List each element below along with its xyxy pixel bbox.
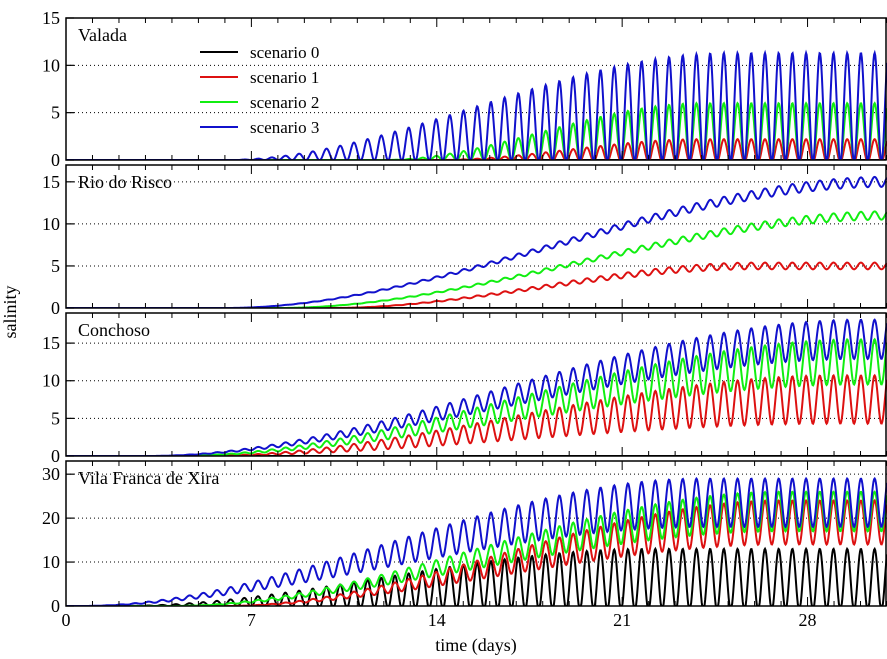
y-axis-title: salinity (0, 286, 20, 339)
legend-label-scenario-3: scenario 3 (250, 118, 319, 137)
x-tick-label-21: 21 (613, 610, 631, 630)
x-tick-label-7: 7 (247, 610, 256, 630)
panel-label-conchoso: Conchoso (78, 320, 150, 340)
y-tick-label-valada-15: 15 (42, 8, 60, 28)
series-group-rio-do-risco (66, 175, 887, 308)
series-rio-do-risco-scenario-3 (66, 175, 887, 308)
legend-label-scenario-0: scenario 0 (250, 43, 319, 62)
y-tick-label-vila-franca-de-xira-20: 20 (42, 508, 60, 528)
y-tick-label-valada-10: 10 (42, 55, 60, 75)
y-tick-label-conchoso-0: 0 (51, 446, 60, 466)
series-valada-scenario-2 (66, 101, 887, 160)
y-tick-label-valada-5: 5 (51, 103, 60, 123)
series-group-vila-franca-de-xira (66, 476, 887, 606)
panel-frame-rio-do-risco (65, 164, 887, 309)
chart-panels: 0 5 10 15 Valada 0 5 10 15 Rio do Risco 0 5 10 15 Conc… (42, 8, 887, 630)
x-tick-label-0: 0 (62, 610, 71, 630)
legend-label-scenario-2: scenario 2 (250, 93, 319, 112)
x-tick-label-28: 28 (799, 610, 817, 630)
y-tick-label-vila-franca-de-xira-10: 10 (42, 552, 60, 572)
series-valada-scenario-3 (66, 49, 887, 160)
y-tick-label-conchoso-5: 5 (51, 408, 60, 428)
panel-rio-do-risco: 0 5 10 15 Rio do Risco (42, 164, 887, 318)
legend-label-scenario-1: scenario 1 (250, 68, 319, 87)
y-tick-label-conchoso-10: 10 (42, 371, 60, 391)
y-tick-label-rio-do-risco-15: 15 (42, 172, 60, 192)
series-conchoso-scenario-1 (66, 373, 887, 456)
x-axis-title: time (days) (435, 635, 516, 656)
panel-frame-valada (65, 17, 887, 161)
panel-valada: 0 5 10 15 Valada (42, 8, 887, 170)
series-valada-scenario-1 (66, 137, 887, 160)
y-tick-label-rio-do-risco-0: 0 (51, 298, 60, 318)
y-tick-label-rio-do-risco-10: 10 (42, 214, 60, 234)
panel-conchoso: 0 5 10 15 Conchoso (42, 312, 887, 466)
series-conchoso-scenario-3 (66, 318, 887, 456)
panel-frame-vila-franca-de-xira (65, 460, 887, 607)
panel-label-vila-franca-de-xira: Vila Franca de Xira (78, 468, 219, 488)
legend: scenario 0 scenario 1 scenario 2 scenari… (200, 43, 319, 137)
panel-label-rio-do-risco: Rio do Risco (78, 172, 172, 192)
y-tick-label-vila-franca-de-xira-0: 0 (51, 596, 60, 616)
series-vila-franca-de-xira-scenario-2 (66, 490, 887, 606)
panel-vila-franca-de-xira: 0 10 20 30 Vila Franca de Xira (42, 460, 887, 616)
panel-frame-conchoso (65, 312, 887, 457)
y-tick-label-valada-0: 0 (51, 150, 60, 170)
series-rio-do-risco-scenario-2 (66, 210, 887, 308)
x-tick-label-14: 14 (428, 610, 446, 630)
series-group-valada (66, 49, 887, 160)
y-tick-label-vila-franca-de-xira-30: 30 (42, 464, 60, 484)
series-group-conchoso (66, 318, 887, 456)
y-tick-label-conchoso-15: 15 (42, 333, 60, 353)
series-vila-franca-de-xira-scenario-0 (66, 546, 887, 606)
series-vila-franca-de-xira-scenario-3 (66, 476, 887, 606)
series-vila-franca-de-xira-scenario-1 (66, 498, 887, 606)
panel-label-valada: Valada (78, 25, 127, 45)
y-tick-label-rio-do-risco-5: 5 (51, 256, 60, 276)
series-rio-do-risco-scenario-1 (66, 261, 887, 308)
